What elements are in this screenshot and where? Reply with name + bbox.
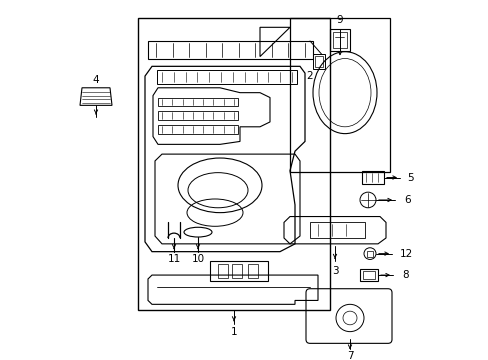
Text: 8: 8 (402, 270, 408, 280)
Bar (312, 54, 325, 69)
Bar (366, 251, 372, 257)
Text: 7: 7 (346, 351, 353, 360)
Bar (138, 18, 329, 310)
Text: 4: 4 (93, 75, 99, 85)
Bar (247, 264, 258, 278)
Bar (361, 171, 383, 184)
Bar (209, 261, 267, 281)
Bar (218, 264, 227, 278)
Text: 1: 1 (230, 327, 237, 337)
Bar (158, 125, 238, 134)
Bar (158, 98, 238, 106)
Bar (329, 29, 349, 51)
Bar (362, 271, 374, 279)
Text: 5: 5 (406, 172, 412, 183)
Bar (332, 32, 346, 48)
Bar (289, 18, 389, 172)
Bar (157, 70, 296, 84)
Bar (158, 111, 238, 120)
Text: 10: 10 (191, 255, 204, 265)
Text: 12: 12 (399, 249, 412, 258)
Text: 2: 2 (306, 71, 313, 81)
Text: 11: 11 (167, 255, 180, 265)
Text: 6: 6 (404, 195, 410, 205)
Bar (314, 55, 323, 67)
Text: 9: 9 (336, 14, 343, 24)
Bar (148, 41, 312, 59)
Text: 3: 3 (331, 266, 338, 276)
Bar (231, 264, 242, 278)
Bar (309, 222, 364, 238)
Bar (359, 269, 377, 281)
